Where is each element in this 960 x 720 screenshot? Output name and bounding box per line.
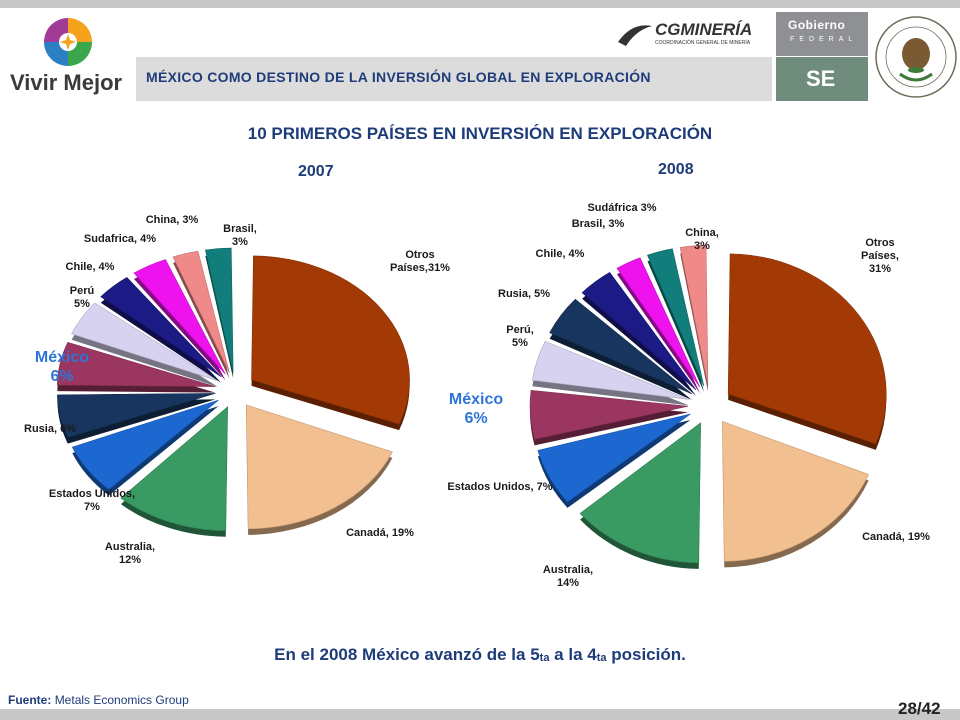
slice-label-canada: Canadá, 19% xyxy=(862,531,930,543)
source-value: Metals Economics Group xyxy=(54,693,189,707)
pie-slice-brasil xyxy=(647,248,705,387)
pie-slice-china xyxy=(679,244,709,386)
mexico-seal-icon xyxy=(875,16,957,98)
source-note: Fuente: Metals Economics Group xyxy=(8,693,189,707)
cgmineria-subtext: COORDINACIÓN GENERAL DE MINERÍA xyxy=(655,40,751,46)
bottom-bar xyxy=(0,709,960,720)
slice-label-brasil: Brasil, 3% xyxy=(572,218,625,230)
page-number: 28/42 xyxy=(898,699,941,718)
conclusion-part1: En el 2008 México avanzó de la 5 xyxy=(274,645,540,664)
slice-label-sudafrica: Sudáfrica 3% xyxy=(587,202,656,214)
federal-text: FEDERAL xyxy=(790,36,858,43)
top-bar xyxy=(0,0,960,8)
pie-2008: Otros Países, 31% Canadá, 19% Australia, 14% E… xyxy=(447,202,930,589)
slice-label-chile: Chile, 4% xyxy=(536,248,585,260)
pie-slice-chile xyxy=(100,277,222,378)
pie-slice-canada xyxy=(245,404,393,530)
se-text: SE xyxy=(806,66,836,91)
slice-label-estados-unidos: Estados Unidos, 7% xyxy=(447,481,552,493)
pie-slice-rusia xyxy=(57,393,216,438)
slice-label-chile: Chile, 4% xyxy=(66,261,115,273)
cgmineria-text: CGMINERÍA xyxy=(655,20,753,39)
source-label: Fuente: xyxy=(8,693,52,707)
pie-slice-australia xyxy=(579,422,701,564)
conclusion-text: En el 2008 México avanzó de la 5ta a la … xyxy=(0,645,960,665)
year-2007: 2007 xyxy=(298,163,334,180)
vivir-mejor-logo xyxy=(44,18,92,66)
slice-label-sudafrica: Sudafrica, 4% xyxy=(84,233,156,245)
pie-slice-mexico xyxy=(529,390,689,440)
pie-slice-mexico xyxy=(57,342,216,387)
pie-slice-otros-paises xyxy=(727,253,887,445)
pie-slice-chile xyxy=(581,272,697,390)
slice-label-rusia: Rusia, 5% xyxy=(498,288,550,300)
pie-slice-estados-unidos xyxy=(537,413,691,503)
pie-slice-rusia xyxy=(549,298,692,395)
pie-slice-side-brasil xyxy=(647,254,704,392)
pie-slice-estados-unidos xyxy=(71,399,219,490)
slice-label-australia: Australia, 12% xyxy=(105,541,155,566)
header-band xyxy=(136,57,772,101)
pie-2007: Otros Países,31% Canadá, 19% Australia, 12% E… xyxy=(24,214,450,566)
pie-slice-peru xyxy=(532,341,689,400)
conclusion-sub2: ta xyxy=(596,652,607,664)
slice-label-mexico: México 6% xyxy=(35,349,89,385)
pie-slice-sudafrica xyxy=(616,257,701,388)
chart-title: 10 PRIMEROS PAÍSES EN INVERSIÓN EN EXPLO… xyxy=(247,124,713,143)
logo-text: Vivir Mejor xyxy=(10,70,123,95)
slice-label-canada: Canadá, 19% xyxy=(346,527,414,539)
slice-label-china: China, 3% xyxy=(146,214,199,226)
pie-slice-peru xyxy=(71,302,218,382)
conclusion-part3: posición. xyxy=(606,645,686,664)
slice-label-china: China, 3% xyxy=(685,227,719,252)
slice-label-peru: Perú 5% xyxy=(70,285,94,310)
page-title: MÉXICO COMO DESTINO DE LA INVERSIÓN GLOB… xyxy=(146,69,651,85)
pie-slice-side-china xyxy=(173,257,230,379)
pie-slice-australia xyxy=(120,406,228,532)
year-2008: 2008 xyxy=(658,161,694,178)
slice-label-mexico: México 6% xyxy=(449,391,503,427)
pie-slice-otros-paises xyxy=(251,255,410,425)
pie-slice-brasil xyxy=(205,247,234,373)
cgmineria-logo xyxy=(612,12,772,56)
slice-label-brasil: Brasil, 3% xyxy=(223,223,257,248)
slice-label-estados-unidos: Estados Unidos, 7% xyxy=(49,488,135,513)
pie-slice-sudafrica xyxy=(133,259,226,375)
slice-label-rusia: Rusia, 6% xyxy=(24,423,76,435)
slice-label-australia: Australia, 14% xyxy=(543,564,593,589)
slice-label-peru: Perú, 5% xyxy=(506,324,534,349)
cgmineria-icon xyxy=(618,25,652,46)
se-box xyxy=(776,57,868,101)
gobierno-text: Gobierno xyxy=(788,18,846,32)
pie-slice-china xyxy=(172,250,230,373)
gobierno-federal-box xyxy=(776,12,868,56)
conclusion-sub1: ta xyxy=(539,652,550,664)
pie-charts: Otros Países,31% Canadá, 19% Australia, 12% E… xyxy=(24,202,930,589)
pie-slice-canada xyxy=(722,420,869,562)
conclusion-part2: a la 4 xyxy=(549,645,597,664)
